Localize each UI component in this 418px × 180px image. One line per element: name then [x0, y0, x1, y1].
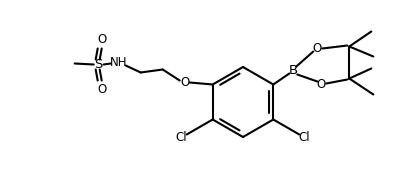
Text: O: O — [97, 83, 106, 96]
Text: O: O — [317, 78, 326, 91]
Text: O: O — [180, 76, 189, 89]
Text: B: B — [289, 64, 298, 77]
Text: S: S — [94, 58, 103, 71]
Text: Cl: Cl — [176, 131, 187, 144]
Text: NH: NH — [110, 56, 127, 69]
Text: O: O — [313, 42, 322, 55]
Text: O: O — [97, 33, 106, 46]
Text: Cl: Cl — [299, 131, 310, 144]
